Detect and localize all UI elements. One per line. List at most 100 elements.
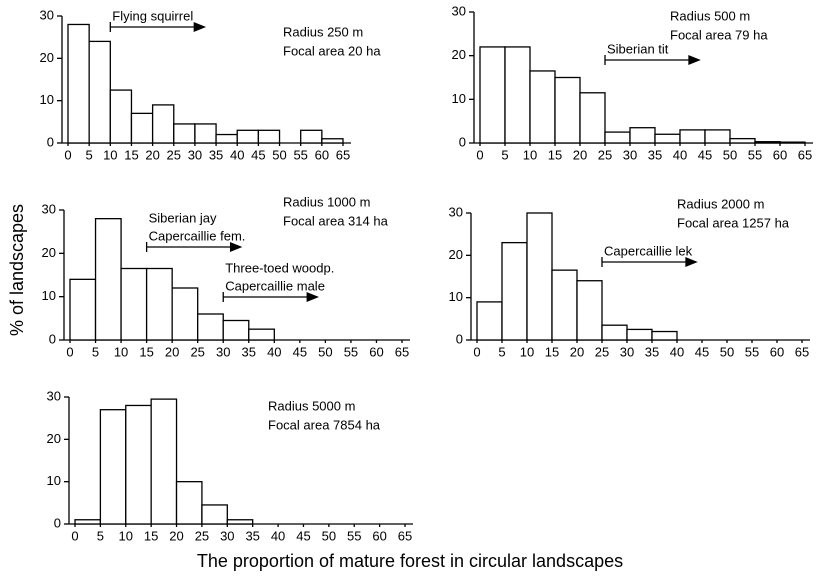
annotation-arrowhead: [193, 22, 207, 32]
bar: [626, 328, 653, 341]
x-tick-label: 50: [318, 344, 332, 359]
x-tick-label: 25: [195, 528, 209, 543]
x-tick-label: 60: [773, 147, 787, 162]
bar: [109, 89, 133, 144]
bar: [130, 112, 154, 144]
bar: [125, 404, 152, 525]
bar: [579, 92, 606, 144]
x-tick-label: 35: [242, 344, 256, 359]
bar: [729, 137, 756, 144]
bar: [194, 123, 217, 144]
bar: [321, 138, 344, 144]
x-tick-label: 50: [720, 344, 734, 359]
x-tick-label: 45: [698, 147, 712, 162]
x-tick-label: 60: [315, 147, 329, 162]
x-tick-label: 55: [344, 344, 358, 359]
x-tick-label: 25: [190, 344, 204, 359]
bar: [74, 519, 102, 525]
bar: [679, 129, 706, 144]
bar: [145, 267, 173, 341]
x-tick-label: 50: [723, 147, 737, 162]
bar: [222, 319, 250, 341]
x-tick-label: 15: [144, 528, 158, 543]
x-tick-label: 20: [145, 147, 159, 162]
y-tick-label: 30: [449, 204, 463, 219]
x-tick-label: 30: [188, 147, 202, 162]
x-tick-label: 60: [770, 344, 784, 359]
bar: [150, 398, 178, 525]
annotation-text: Flying squirrel: [112, 8, 193, 23]
y-tick-label: 30: [452, 3, 466, 18]
annotation-text: Three-toed woodp.: [225, 260, 334, 275]
bar: [99, 409, 127, 525]
x-tick-label: 65: [798, 147, 812, 162]
panel-title: Radius 250 m: [283, 24, 363, 39]
x-tick-label: 25: [598, 147, 612, 162]
bar: [151, 104, 175, 144]
annotation-arrowhead: [688, 55, 701, 65]
x-tick-label: 35: [245, 528, 259, 543]
x-tick-label: 40: [230, 147, 244, 162]
y-tick-label: 30: [40, 7, 54, 22]
bar: [629, 127, 656, 144]
x-tick-label: 20: [573, 147, 587, 162]
x-tick-label: 30: [620, 344, 634, 359]
bar: [236, 129, 260, 144]
x-tick-label: 20: [165, 344, 179, 359]
bar: [120, 267, 148, 341]
bar: [171, 287, 199, 341]
x-tick-label: 15: [548, 147, 562, 162]
y-axis-label: % of landscapes: [7, 204, 27, 336]
bar: [551, 269, 578, 341]
y-tick-label: 20: [449, 247, 463, 262]
y-tick-label: 10: [42, 288, 56, 303]
annotation-arrowhead: [306, 292, 319, 302]
annotation-text: Capercaillie lek: [604, 243, 693, 258]
bar: [248, 328, 275, 341]
y-tick-label: 0: [54, 515, 61, 530]
x-tick-label: 10: [114, 344, 128, 359]
annotation-text: Capercaillie fem.: [149, 228, 246, 243]
bar: [88, 40, 111, 144]
x-tick-label: 25: [595, 344, 609, 359]
bar: [501, 241, 528, 341]
x-tick-label: 55: [347, 528, 361, 543]
y-tick-label: 20: [40, 50, 54, 65]
x-tick-label: 35: [648, 147, 662, 162]
y-tick-label: 0: [47, 134, 54, 149]
annotation-text: Siberian jay: [149, 210, 217, 225]
x-tick-label: 65: [336, 147, 350, 162]
bar: [504, 46, 531, 144]
y-tick-label: 0: [49, 331, 56, 346]
x-tick-label: 15: [139, 344, 153, 359]
x-tick-label: 55: [748, 147, 762, 162]
bar: [175, 481, 203, 525]
x-tick-label: 40: [670, 344, 684, 359]
x-tick-label: 55: [293, 147, 307, 162]
x-tick-label: 10: [103, 147, 117, 162]
bar: [69, 278, 97, 341]
x-tick-label: 45: [296, 528, 310, 543]
y-tick-label: 30: [47, 388, 61, 403]
bar: [201, 504, 228, 525]
y-tick-label: 0: [459, 134, 466, 149]
x-tick-label: 65: [795, 344, 809, 359]
panel-subtitle: Focal area 1257 ha: [677, 215, 790, 230]
bar: [94, 218, 122, 341]
x-tick-label: 20: [169, 528, 183, 543]
x-tick-label: 25: [167, 147, 181, 162]
x-tick-label: 0: [473, 344, 480, 359]
bar: [654, 133, 681, 144]
bar: [576, 280, 603, 341]
bar: [173, 123, 196, 144]
panel-subtitle: Focal area 20 ha: [283, 43, 381, 58]
y-tick-label: 10: [452, 91, 466, 106]
x-tick-label: 0: [71, 528, 78, 543]
x-axis-label: The proportion of mature forest in circu…: [197, 551, 623, 571]
bar: [601, 324, 628, 341]
x-tick-label: 15: [124, 147, 138, 162]
panel-title: Radius 500 m: [670, 8, 750, 23]
x-tick-label: 10: [119, 528, 133, 543]
bar: [300, 129, 323, 144]
